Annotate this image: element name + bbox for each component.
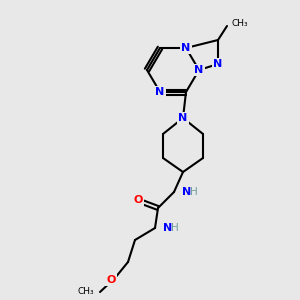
Text: CH₃: CH₃ — [232, 20, 249, 28]
Text: N: N — [194, 65, 204, 75]
Text: CH₃: CH₃ — [77, 287, 94, 296]
Text: N: N — [182, 43, 190, 53]
Text: N: N — [213, 59, 223, 69]
Text: H: H — [171, 223, 179, 233]
Text: N: N — [155, 87, 165, 97]
Text: N: N — [182, 187, 191, 197]
Text: O: O — [133, 195, 143, 205]
Text: O: O — [106, 275, 116, 285]
Text: H: H — [190, 187, 198, 197]
Text: N: N — [163, 223, 172, 233]
Text: N: N — [178, 113, 188, 123]
